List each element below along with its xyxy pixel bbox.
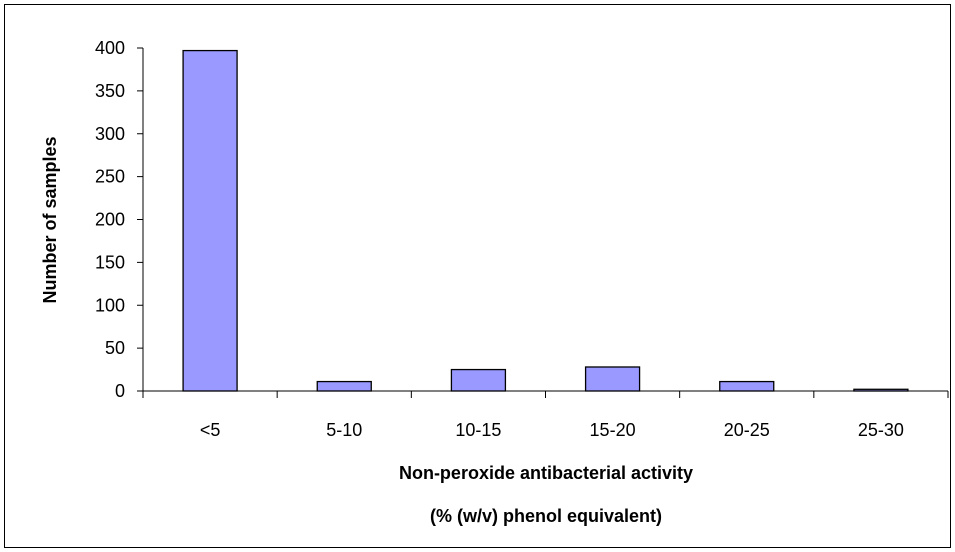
x-axis-title-line-2: (% (w/v) phenol equivalent) [430,506,662,526]
x-axis-title-line-1: Non-peroxide antibacterial activity [399,463,693,483]
y-tick-label: 350 [95,81,125,101]
chart-frame [4,4,951,548]
bar-4 [719,380,775,392]
bars-group [182,49,909,392]
bar-0 [182,49,238,392]
y-tick-label: 0 [115,381,125,401]
bar-2 [450,368,507,392]
y-tick-label: 400 [95,38,125,58]
y-tick-label: 50 [105,338,125,358]
x-tick-labels: <5 5-10 10-15 15-20 20-25 25-30 [200,420,904,440]
bar-1 [316,380,372,392]
y-tick-label: 250 [95,167,125,187]
x-tick-label-2: 10-15 [455,420,501,440]
y-tick-label: 300 [95,124,125,144]
x-tick-label-4: 20-25 [724,420,770,440]
y-tick-label: 150 [95,252,125,272]
bar-3 [584,366,641,392]
axes-group [137,47,949,398]
y-axis-title: Number of samples [40,136,60,303]
x-tick-label-0: <5 [200,420,221,440]
y-tick-label: 100 [95,295,125,315]
y-tick-label: 200 [95,210,125,230]
y-tick-labels: 0 50 100 150 200 250 300 350 400 [95,38,125,401]
x-tick-label-5: 25-30 [858,420,904,440]
x-tick-label-1: 5-10 [326,420,362,440]
x-tick-label-3: 15-20 [590,420,636,440]
